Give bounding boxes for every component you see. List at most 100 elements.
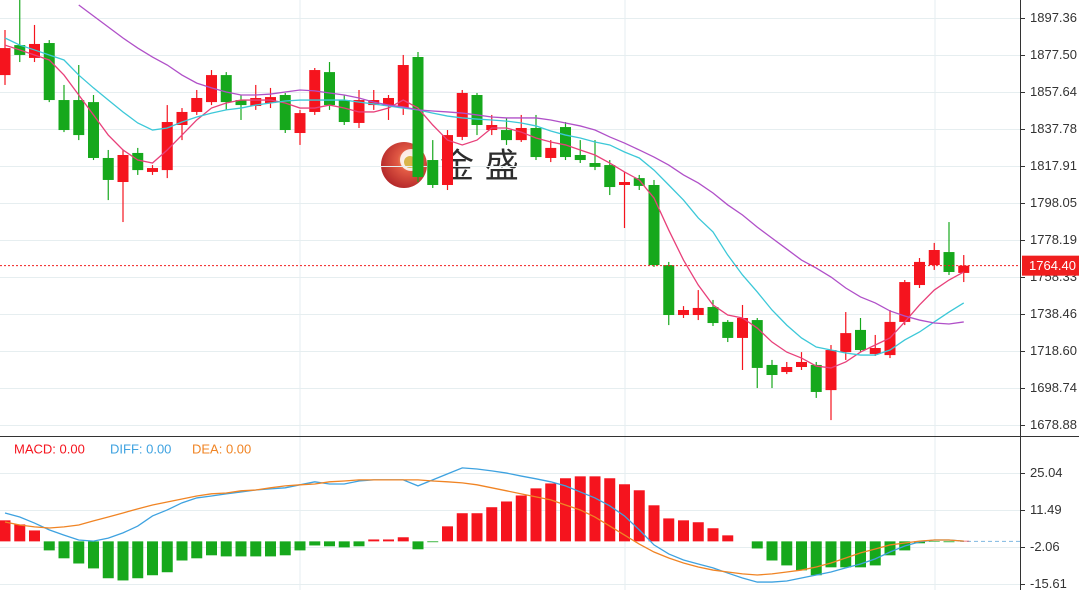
macd-bar bbox=[928, 541, 940, 542]
macd-bar bbox=[810, 541, 822, 576]
macd-bar bbox=[884, 541, 896, 556]
y-tick-label: 1817.91 bbox=[1030, 158, 1077, 173]
candle-body bbox=[324, 72, 335, 106]
candle-body bbox=[766, 364, 778, 376]
legend-entry: MACD: 0.00 bbox=[14, 441, 85, 456]
macd-bar bbox=[545, 483, 557, 542]
candle-body bbox=[869, 348, 881, 354]
candle-body bbox=[737, 318, 748, 338]
candle-body bbox=[796, 361, 807, 368]
candle-body bbox=[751, 320, 763, 368]
macd-bar bbox=[279, 541, 291, 556]
macd-bar bbox=[604, 478, 616, 542]
macd-bar bbox=[294, 541, 306, 551]
macd-bar bbox=[397, 537, 409, 542]
candle-body bbox=[279, 95, 291, 131]
indicator-line bbox=[4, 467, 964, 583]
candle-body bbox=[0, 48, 11, 76]
macd-bar bbox=[265, 541, 276, 557]
macd-bar bbox=[486, 507, 498, 542]
moving-average-line bbox=[78, 4, 964, 325]
candle-body bbox=[294, 113, 306, 134]
y-tick-label: 11.49 bbox=[1030, 502, 1062, 517]
candle-body bbox=[515, 127, 527, 141]
macd-bar bbox=[0, 520, 11, 542]
candle-body bbox=[220, 75, 232, 103]
candle-body bbox=[545, 147, 557, 158]
candle-body bbox=[678, 309, 689, 316]
candle-body bbox=[29, 43, 40, 58]
macd-bar bbox=[501, 501, 512, 542]
macd-bar bbox=[751, 541, 763, 549]
y-tick-label: 1897.36 bbox=[1030, 10, 1077, 25]
candle-body bbox=[589, 163, 601, 167]
y-tick-label: 1798.05 bbox=[1030, 195, 1077, 210]
y-tick-label: 1857.64 bbox=[1030, 84, 1077, 99]
candle-body bbox=[619, 182, 630, 185]
candle-body bbox=[560, 127, 571, 158]
candle-body bbox=[132, 152, 144, 171]
macd-bar bbox=[368, 539, 380, 542]
candle-body bbox=[781, 367, 793, 373]
moving-average-line bbox=[4, 37, 965, 356]
candle-body bbox=[663, 265, 675, 316]
candle-body bbox=[648, 184, 660, 266]
candle-body bbox=[442, 135, 453, 185]
macd-bar bbox=[132, 541, 144, 579]
macd-bar bbox=[560, 478, 571, 542]
candle-body bbox=[899, 282, 911, 322]
candle-body bbox=[176, 111, 188, 126]
candle-body bbox=[574, 154, 586, 161]
y-tick-label: -15.61 bbox=[1030, 576, 1067, 590]
candle-body bbox=[102, 157, 114, 180]
macd-bar bbox=[796, 541, 807, 571]
macd-bar bbox=[707, 528, 719, 542]
candle-body bbox=[692, 307, 704, 316]
last-price-box bbox=[1022, 255, 1079, 276]
candle-body bbox=[73, 100, 85, 136]
candle-body bbox=[928, 250, 940, 266]
legend-entry: DIFF: 0.00 bbox=[110, 441, 171, 456]
macd-bar bbox=[235, 541, 247, 557]
macd-bar bbox=[73, 541, 85, 564]
macd-bar bbox=[574, 476, 586, 542]
macd-bar bbox=[456, 513, 468, 542]
macd-bar bbox=[678, 520, 689, 542]
candle-body bbox=[412, 57, 424, 177]
candle-body bbox=[958, 265, 970, 273]
macd-bar bbox=[943, 541, 955, 543]
macd-bar bbox=[43, 541, 55, 551]
macd-bar bbox=[176, 541, 188, 561]
macd-bar bbox=[958, 540, 970, 542]
candle-body bbox=[722, 321, 734, 338]
macd-bar bbox=[589, 476, 601, 542]
y-tick-label: 1778.19 bbox=[1030, 232, 1077, 247]
candle-body bbox=[530, 127, 542, 158]
macd-bar bbox=[147, 541, 158, 576]
candle-body bbox=[383, 97, 394, 107]
macd-bar bbox=[88, 541, 99, 569]
macd-bar bbox=[781, 541, 793, 566]
macd-bar bbox=[161, 541, 173, 573]
macd-bar bbox=[14, 524, 26, 542]
candle-body bbox=[88, 102, 99, 158]
macd-bar bbox=[840, 541, 852, 568]
macd-bar bbox=[722, 535, 734, 542]
macd-bar bbox=[619, 484, 630, 542]
candle-body bbox=[707, 307, 719, 324]
macd-bar bbox=[309, 541, 321, 546]
macd-bar bbox=[427, 541, 439, 543]
macd-bar bbox=[471, 513, 483, 542]
y-tick-label: 1837.78 bbox=[1030, 121, 1077, 136]
macd-bar bbox=[250, 541, 262, 557]
macd-bar bbox=[766, 541, 778, 561]
y-tick-label: 1698.74 bbox=[1030, 380, 1077, 395]
legend-entry: DEA: 0.00 bbox=[192, 441, 251, 456]
macd-bar bbox=[338, 541, 350, 548]
y-tick-label: 1678.88 bbox=[1030, 417, 1077, 432]
candle-body bbox=[117, 154, 129, 183]
macd-bar bbox=[206, 541, 217, 556]
